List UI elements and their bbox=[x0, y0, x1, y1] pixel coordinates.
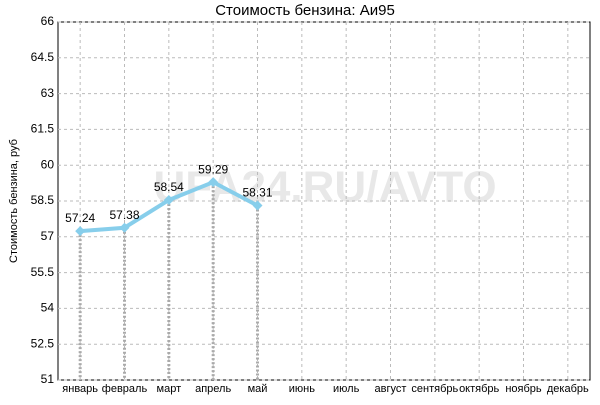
y-tick-label: 58.5 bbox=[31, 193, 55, 207]
x-tick-label: август bbox=[375, 383, 407, 395]
data-label: 59.29 bbox=[198, 162, 228, 176]
point-marker bbox=[208, 177, 219, 188]
watermark: UFA24.RU/AVTO bbox=[153, 163, 496, 212]
data-label: 57.24 bbox=[65, 211, 95, 225]
y-tick-label: 52.5 bbox=[31, 336, 55, 350]
y-tick-label: 63 bbox=[41, 86, 55, 100]
data-label: 58.54 bbox=[154, 180, 184, 194]
y-tick-label: 55.5 bbox=[31, 265, 55, 279]
point-marker bbox=[119, 222, 130, 233]
x-tick-label: май bbox=[248, 383, 268, 395]
y-tick-label: 57 bbox=[41, 229, 55, 243]
y-tick-label: 61.5 bbox=[31, 122, 55, 136]
x-tick-label: март bbox=[157, 383, 182, 395]
x-tick-label: октябрь bbox=[459, 383, 499, 395]
point-marker bbox=[75, 226, 86, 237]
y-tick-label: 51 bbox=[41, 372, 55, 386]
y-axis-label: Стоимость бензина, руб bbox=[8, 139, 20, 263]
data-label: 58.31 bbox=[242, 186, 272, 200]
data-label: 57.38 bbox=[109, 208, 139, 222]
y-tick-label: 66 bbox=[41, 14, 55, 28]
y-tick-label: 54 bbox=[41, 301, 55, 315]
point-marker bbox=[252, 200, 263, 211]
x-tick-label: ноябрь bbox=[505, 383, 542, 395]
x-tick-label: декабрь bbox=[547, 383, 589, 395]
chart-title: Стоимость бензина: Аи95 bbox=[215, 2, 395, 19]
y-tick-label: 64.5 bbox=[31, 50, 55, 64]
x-tick-label: апрель bbox=[195, 383, 231, 395]
y-tick-label: 60 bbox=[41, 157, 55, 171]
x-tick-label: сентябрь bbox=[411, 383, 458, 395]
x-tick-label: июль bbox=[333, 383, 360, 395]
x-tick-label: февраль bbox=[102, 383, 148, 395]
x-tick-label: июнь bbox=[289, 383, 315, 395]
point-marker bbox=[163, 195, 174, 206]
x-tick-label: январь bbox=[62, 383, 98, 395]
